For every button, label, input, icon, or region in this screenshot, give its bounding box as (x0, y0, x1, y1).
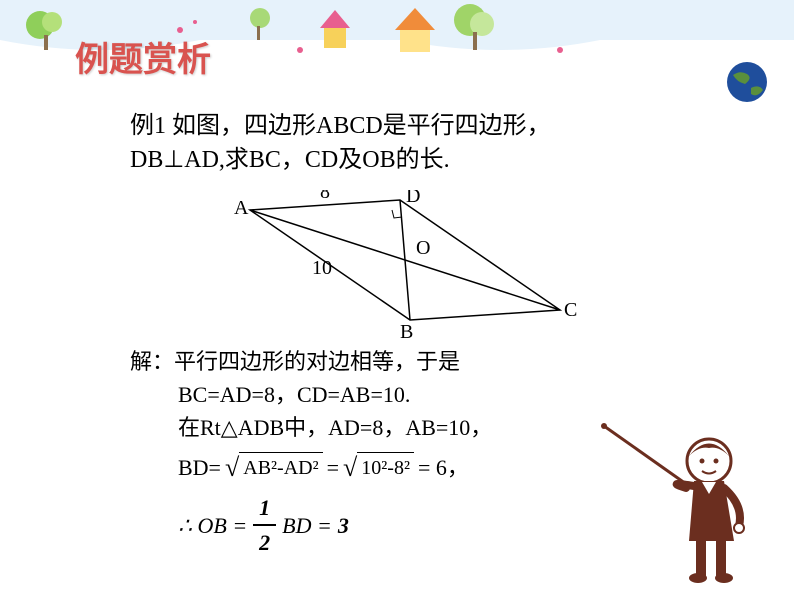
svg-text:B: B (400, 321, 413, 340)
problem-line-1: 例1 如图，四边形ABCD是平行四边形， (130, 110, 670, 144)
solution-line-3: 在Rt△ADB中，AD=8，AB=10， (130, 411, 492, 444)
globe-icon (725, 60, 769, 104)
bd-result: = 6， (418, 451, 469, 484)
svg-text:8: 8 (320, 190, 330, 203)
teacher-icon (594, 406, 764, 586)
ob-result: 3 (338, 509, 349, 542)
svg-text:C: C (564, 299, 577, 321)
solution-block: 解：平行四边形的对边相等，于是 BC=AD=8，CD=AB=10. 在Rt△AD… (130, 345, 492, 559)
problem-line-2: DB⊥AD,求BC，CD及OB的长. (130, 144, 670, 178)
sqrt-2: √ 10²-8² (343, 448, 414, 487)
geometry-diagram: A D B C O 8 10 (220, 190, 580, 340)
solution-line-1: 解：平行四边形的对边相等，于是 (130, 345, 492, 378)
svg-text:D: D (406, 190, 420, 207)
bd-mid: BD = (282, 509, 332, 542)
svg-text:10: 10 (312, 257, 332, 279)
sqrt-1: √ AB²-AD² (225, 448, 323, 487)
ob-prefix: ∴ OB = (178, 509, 247, 542)
fraction-half: 1 2 (253, 491, 276, 559)
solution-line-2: BC=AD=8，CD=AB=10. (130, 378, 492, 411)
mid-eq-1: = (327, 451, 339, 484)
solution-line-5: ∴ OB = 1 2 BD = 3 (130, 491, 492, 559)
svg-text:O: O (416, 237, 430, 259)
problem-block: 例1 如图，四边形ABCD是平行四边形， DB⊥AD,求BC，CD及OB的长. (130, 110, 670, 177)
bd-prefix: BD= (178, 451, 221, 484)
solution-line-4: BD= √ AB²-AD² = √ 10²-8² = 6， (130, 448, 492, 487)
slide-title: 例题赏析 (75, 32, 211, 81)
svg-text:A: A (234, 197, 249, 219)
